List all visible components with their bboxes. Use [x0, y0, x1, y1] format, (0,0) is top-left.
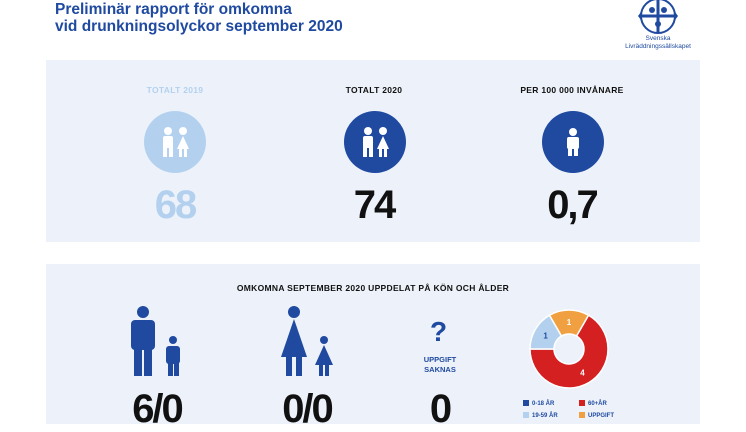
question-mark-icon: ? [430, 316, 448, 347]
stat-label-per-100000: PER 100 000 INVÅNARE [520, 85, 624, 95]
woman-and-girl-icon [281, 306, 333, 376]
title-line-1: Preliminär rapport för omkomna [55, 1, 292, 18]
logo-text: Svenska Livräddningssällskapet [608, 35, 708, 50]
stat-total-2020: TOTALT 2020 [294, 85, 454, 95]
legend-swatch-60-plus [579, 400, 585, 406]
value-missing: 0 [429, 387, 452, 431]
value-men: 6/0 [132, 387, 184, 431]
legend-item-0-18: 0-18 ÅR [523, 400, 554, 407]
title-line-2: vid drunkningsolyckor september 2020 [55, 18, 343, 35]
report-title: Preliminär rapport för omkomna vid drunk… [55, 1, 343, 35]
people-icon-2020 [344, 111, 406, 173]
donut-label-2: 4 [580, 368, 585, 377]
legend-label-19-59: 19-59 ÅR [532, 413, 558, 419]
missing-data-label: UPPGIFT SAKNAS [408, 355, 472, 375]
legend-item-19-59: 19-59 ÅR [523, 412, 558, 419]
value-total-2020: 74 [353, 183, 397, 227]
legend-swatch-0-18 [523, 400, 529, 406]
person-icon-per-100000 [542, 111, 604, 173]
age-donut-chart: 4 1 1 [529, 309, 609, 389]
breakdown-title: OMKOMNA SEPTEMBER 2020 UPPDELAT PÅ KÖN O… [236, 283, 510, 293]
missing-data-line-1: UPPGIFT [423, 355, 457, 364]
legend-item-uppgift: UPPGIFT [579, 412, 614, 419]
stat-label-2020: TOTALT 2020 [345, 85, 403, 95]
legend-label-uppgift: UPPGIFT [588, 413, 615, 419]
logo-text-line-2: Livräddningssällskapet [625, 42, 691, 50]
stat-per-100000: PER 100 000 INVÅNARE [492, 85, 652, 95]
stat-label-2019: TOTALT 2019 [146, 85, 204, 95]
donut-slice-2 [529, 314, 609, 389]
legend-swatch-uppgift [579, 412, 585, 418]
donut-slice-3 [548, 309, 590, 338]
legend-label-0-18: 0-18 ÅR [532, 401, 555, 407]
value-per-100000: 0,7 [547, 183, 599, 227]
legend-item-60-plus: 60+ÅR [579, 400, 607, 407]
stat-total-2019: TOTALT 2019 [95, 85, 255, 95]
missing-data-line-2: SAKNAS [424, 365, 456, 374]
man-and-boy-icon [131, 306, 180, 376]
logo-text-line-1: Svenska [645, 35, 671, 42]
value-total-2019: 68 [154, 183, 198, 227]
donut-label-1: 1 [543, 332, 548, 341]
people-icon-2019 [144, 111, 206, 173]
legend-label-60-plus: 60+ÅR [588, 401, 607, 407]
legend-swatch-19-59 [523, 412, 529, 418]
donut-label-3: 1 [567, 318, 572, 327]
svenska-livraddningssallskapet-logo [638, 0, 678, 34]
